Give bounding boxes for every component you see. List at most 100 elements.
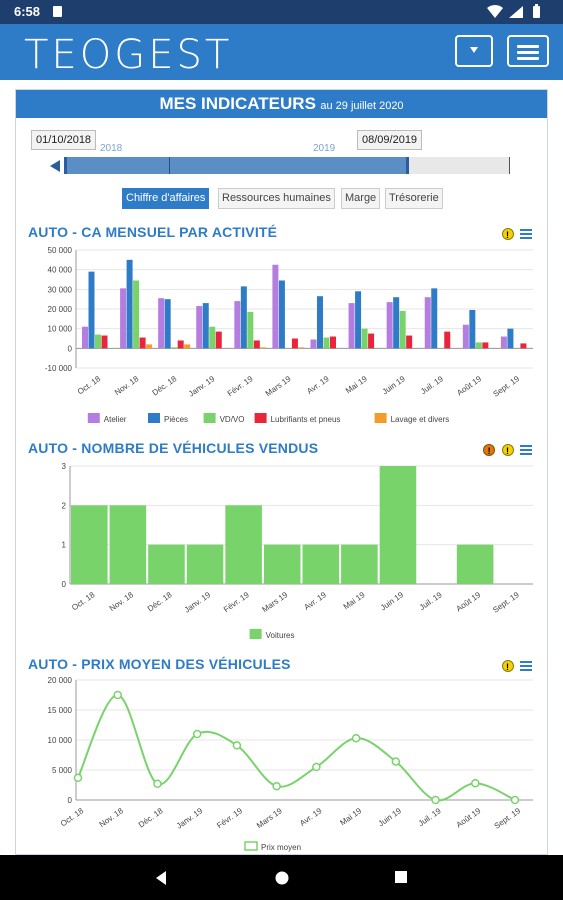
bar — [148, 544, 185, 584]
x-tick-label: Sept. 19 — [491, 590, 521, 615]
bar — [500, 336, 507, 349]
y-tick-label: 0 — [68, 344, 73, 353]
y-tick-label: 10 000 — [48, 736, 73, 745]
bar — [101, 335, 108, 349]
bar — [406, 335, 413, 349]
indicators-card: MES INDICATEURS au 29 juillet 2020 01/10… — [15, 89, 548, 855]
y-tick-label: 20 000 — [48, 305, 73, 314]
bar — [348, 303, 355, 349]
data-point — [312, 762, 321, 772]
tab-marge[interactable]: Marge — [341, 188, 381, 209]
bar — [95, 334, 101, 349]
start-date-field[interactable]: 01/10/2018 — [31, 130, 97, 150]
x-tick-label: Mai 19 — [342, 590, 367, 611]
ca-mensuel-chart: 50 000 40 000 30 000 20 000 10 000 0 -10 000Oc… — [45, 246, 533, 424]
x-tick-label: Août 19 — [455, 374, 483, 398]
bar — [240, 286, 247, 349]
bar — [317, 296, 323, 349]
bar — [186, 544, 224, 584]
data-point — [272, 781, 281, 791]
slider-year-tick — [169, 157, 170, 174]
x-tick-label: Juin 19 — [379, 590, 406, 612]
bar — [302, 544, 340, 584]
teogest-logo: TEOGEST — [24, 32, 233, 78]
dropdown-button[interactable] — [455, 35, 493, 67]
x-tick-label: Juil. 19 — [419, 374, 445, 396]
bar — [215, 331, 222, 349]
x-tick-label: Août 19 — [455, 590, 483, 614]
bar — [263, 544, 301, 584]
legend-swatch — [244, 841, 258, 851]
legend-label: Lavage et divers — [391, 415, 450, 424]
legend-label: Pièces — [164, 415, 188, 424]
legend-label: Prix moyen — [261, 843, 301, 852]
bar — [475, 342, 482, 349]
prix-chart-title: AUTO - PRIX MOYEN DES VÉHICULES — [28, 656, 291, 672]
slider-left-arrow-icon[interactable] — [50, 160, 60, 172]
x-tick-label: Nov. 18 — [113, 374, 141, 397]
data-point — [113, 690, 122, 700]
x-tick-label: Févr. 19 — [215, 806, 244, 830]
y-tick-label: 10 000 — [48, 325, 73, 334]
data-point — [351, 733, 361, 743]
info-icon[interactable]: ! — [501, 227, 514, 240]
legend-swatch — [203, 413, 216, 423]
legend-swatch — [249, 629, 262, 639]
bar — [202, 303, 209, 349]
status-icons — [485, 4, 549, 23]
bar — [177, 340, 184, 349]
bar — [88, 271, 95, 349]
warning-icon[interactable]: ! — [483, 443, 496, 456]
x-tick-label: Juin 19 — [381, 374, 408, 396]
bar — [133, 280, 140, 349]
home-icon[interactable] — [274, 870, 290, 886]
bar — [462, 324, 469, 349]
slider-range[interactable] — [64, 157, 409, 174]
end-date-field[interactable]: 08/09/2019 — [357, 130, 423, 150]
ca-mensuel-panel: AUTO - CA MENSUEL PAR ACTIVITÉ ! 50 000 4… — [26, 224, 538, 429]
bar — [399, 310, 406, 349]
y-tick-label: 50 000 — [48, 246, 73, 255]
x-tick-label: Mars 19 — [261, 590, 290, 614]
prix-moyen-panel: AUTO - PRIX MOYEN DES VÉHICULES ! 20 000… — [26, 656, 538, 854]
x-tick-label: Avr. 19 — [302, 590, 328, 612]
back-icon[interactable] — [154, 870, 168, 886]
tab-chiffre-affaires[interactable]: Chiffre d'affaires — [122, 188, 210, 209]
tab-ressources-humaines[interactable]: Ressources humaines — [218, 188, 335, 209]
bar — [444, 331, 451, 349]
year-label-2018: 2018 — [100, 143, 123, 154]
bar — [260, 347, 267, 349]
x-tick-label: Oct. 18 — [76, 374, 103, 396]
bar — [253, 340, 260, 349]
date-range-slider[interactable]: 01/10/2018 08/09/2019 2018 2019 — [16, 120, 547, 180]
x-tick-label: Avr. 19 — [305, 374, 331, 396]
status-bar: 6:58 — [0, 0, 563, 24]
x-tick-label: Juin 19 — [377, 806, 404, 828]
prix-panel-icons: ! — [500, 657, 532, 672]
info-icon[interactable]: ! — [501, 659, 514, 672]
bar — [120, 288, 127, 349]
y-tick-label: 30 000 — [48, 285, 73, 294]
tab-tresorerie[interactable]: Trésorerie — [385, 188, 443, 209]
menu-button[interactable] — [507, 35, 549, 67]
y-tick-label: 3 — [62, 462, 67, 471]
chart-menu-icon[interactable] — [520, 228, 532, 239]
y-tick-label: 5 000 — [52, 766, 73, 775]
hamburger-icon — [517, 45, 539, 48]
x-tick-label: Janv. 19 — [187, 374, 217, 399]
bar — [278, 280, 285, 349]
bar — [431, 288, 438, 349]
y-tick-label: 20 000 — [48, 676, 73, 685]
info-icon[interactable]: ! — [501, 443, 514, 456]
x-tick-label: Mai 19 — [344, 374, 369, 395]
recents-icon[interactable] — [394, 870, 408, 884]
chart-menu-icon[interactable] — [520, 444, 532, 455]
bar — [209, 326, 216, 349]
chart-menu-icon[interactable] — [520, 660, 532, 671]
page-subtitle: au 29 juillet 2020 — [320, 100, 404, 112]
app-bar: TEOGEST — [0, 24, 563, 80]
data-point — [510, 795, 520, 805]
x-tick-label: Mai 19 — [338, 806, 363, 827]
x-tick-label: Déc. 18 — [146, 590, 174, 614]
x-tick-label: Déc. 18 — [137, 806, 165, 830]
